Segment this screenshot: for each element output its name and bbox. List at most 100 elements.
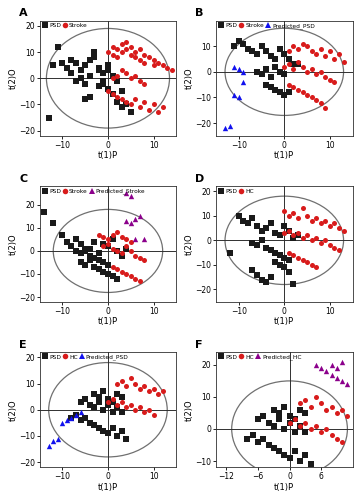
Point <box>304 91 310 99</box>
Point <box>309 48 314 56</box>
Point <box>272 62 278 70</box>
Point <box>105 270 111 278</box>
Point <box>160 61 166 69</box>
Point <box>295 58 301 66</box>
Point <box>287 418 292 426</box>
Point <box>87 92 93 100</box>
Legend: PSD, HC: PSD, HC <box>219 188 255 194</box>
Point <box>110 231 116 239</box>
Point <box>327 48 333 56</box>
Legend: PSD, Stroke, Predicted_PSD: PSD, Stroke, Predicted_PSD <box>219 22 316 30</box>
Point <box>277 68 283 76</box>
Point <box>151 100 156 108</box>
Point <box>78 74 83 82</box>
Point <box>105 242 111 250</box>
Point <box>128 50 134 58</box>
Point <box>268 246 274 254</box>
Point <box>110 244 116 252</box>
Point <box>100 258 106 266</box>
Point <box>51 219 56 227</box>
Point <box>258 42 264 50</box>
Point <box>51 437 56 445</box>
Point <box>100 242 106 250</box>
Point <box>142 382 147 390</box>
Point <box>282 450 287 458</box>
Point <box>60 58 65 66</box>
Point <box>286 55 292 63</box>
Point <box>339 377 345 385</box>
Point <box>137 103 143 111</box>
Point <box>304 212 310 220</box>
Point <box>137 212 143 220</box>
Point <box>110 236 116 244</box>
Point <box>322 236 328 244</box>
Point <box>254 270 260 278</box>
Point <box>309 66 314 74</box>
Point <box>300 88 305 96</box>
Point <box>123 270 129 278</box>
Point <box>255 438 261 446</box>
Point <box>318 98 324 106</box>
Point <box>231 91 237 99</box>
Point <box>96 398 102 406</box>
Point <box>137 77 143 85</box>
Point <box>282 229 287 237</box>
Point <box>105 236 111 244</box>
Point <box>263 224 269 232</box>
Point <box>249 239 255 247</box>
Point <box>322 73 328 81</box>
Point <box>318 400 324 407</box>
Point <box>339 438 345 446</box>
Point <box>286 226 292 234</box>
Point <box>276 416 282 424</box>
Point <box>313 393 319 401</box>
Point <box>160 388 166 396</box>
Point <box>87 252 93 260</box>
Point <box>132 252 138 260</box>
Point <box>82 244 88 252</box>
Point <box>87 244 93 252</box>
Point <box>87 419 93 427</box>
Point <box>142 408 147 416</box>
Point <box>110 272 116 280</box>
Point <box>114 54 120 62</box>
Point <box>110 408 116 416</box>
Point <box>304 42 310 50</box>
Point <box>105 66 111 74</box>
Point <box>268 83 274 91</box>
Point <box>276 448 282 456</box>
Point <box>82 80 88 88</box>
Text: A: A <box>19 8 28 18</box>
Point <box>318 45 324 53</box>
Point <box>295 232 301 239</box>
Point <box>137 56 143 64</box>
Point <box>114 390 120 398</box>
Point <box>119 426 125 434</box>
Point <box>119 95 125 103</box>
Point <box>100 268 106 276</box>
Point <box>51 61 56 69</box>
Point <box>119 268 125 276</box>
Point <box>231 62 237 70</box>
Point <box>128 400 134 408</box>
Point <box>96 66 102 74</box>
Point <box>231 42 237 50</box>
Point <box>308 460 313 468</box>
Point <box>249 214 255 222</box>
Point <box>105 261 111 269</box>
Point <box>91 254 97 262</box>
Point <box>292 416 298 424</box>
Point <box>110 263 116 271</box>
Point <box>100 426 106 434</box>
Y-axis label: t(2)O: t(2)O <box>185 233 193 255</box>
Point <box>114 46 120 54</box>
Point <box>295 254 301 262</box>
Point <box>300 204 305 212</box>
Point <box>240 40 246 48</box>
Point <box>334 409 340 417</box>
Point <box>277 251 283 259</box>
Point <box>155 108 161 116</box>
Point <box>331 78 337 86</box>
Point <box>96 64 102 72</box>
X-axis label: t(1)P: t(1)P <box>98 317 118 326</box>
